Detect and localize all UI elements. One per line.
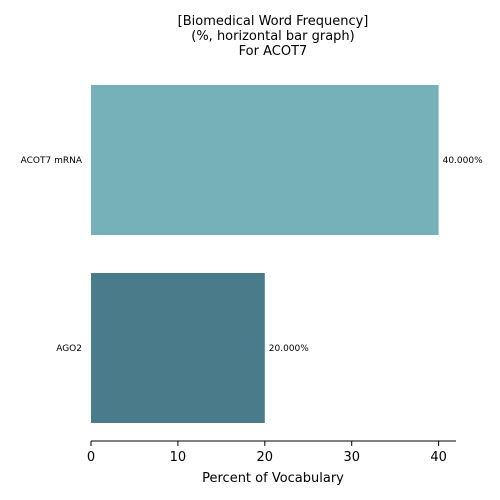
category-label-2: AGO2	[56, 344, 82, 354]
bar-2	[91, 273, 265, 423]
bar-1	[91, 85, 439, 235]
chart-title: [Biomedical Word Frequency](%, horizonta…	[178, 14, 369, 59]
x-tick-label-4: 40	[430, 450, 447, 465]
x-axis: 0 10 20 30 40	[87, 440, 456, 465]
title-line-3: For ACOT7	[239, 44, 308, 59]
data-labels: 40.000% 20.000%	[269, 156, 483, 354]
title-line-2: (%, horizontal bar graph)	[191, 29, 354, 44]
x-tick-label-0: 0	[87, 450, 95, 465]
category-labels: ACOT7 mRNA AGO2	[21, 156, 83, 354]
title-line-1: [Biomedical Word Frequency]	[178, 14, 369, 29]
category-label-1: ACOT7 mRNA	[21, 156, 83, 166]
data-label-1: 40.000%	[443, 156, 483, 166]
data-label-2: 20.000%	[269, 344, 309, 354]
x-tick-label-2: 20	[257, 450, 274, 465]
x-axis-label: Percent of Vocabulary	[202, 471, 344, 486]
x-tick-label-3: 30	[343, 450, 360, 465]
x-tick-label-1: 10	[170, 450, 187, 465]
bars	[91, 85, 439, 423]
